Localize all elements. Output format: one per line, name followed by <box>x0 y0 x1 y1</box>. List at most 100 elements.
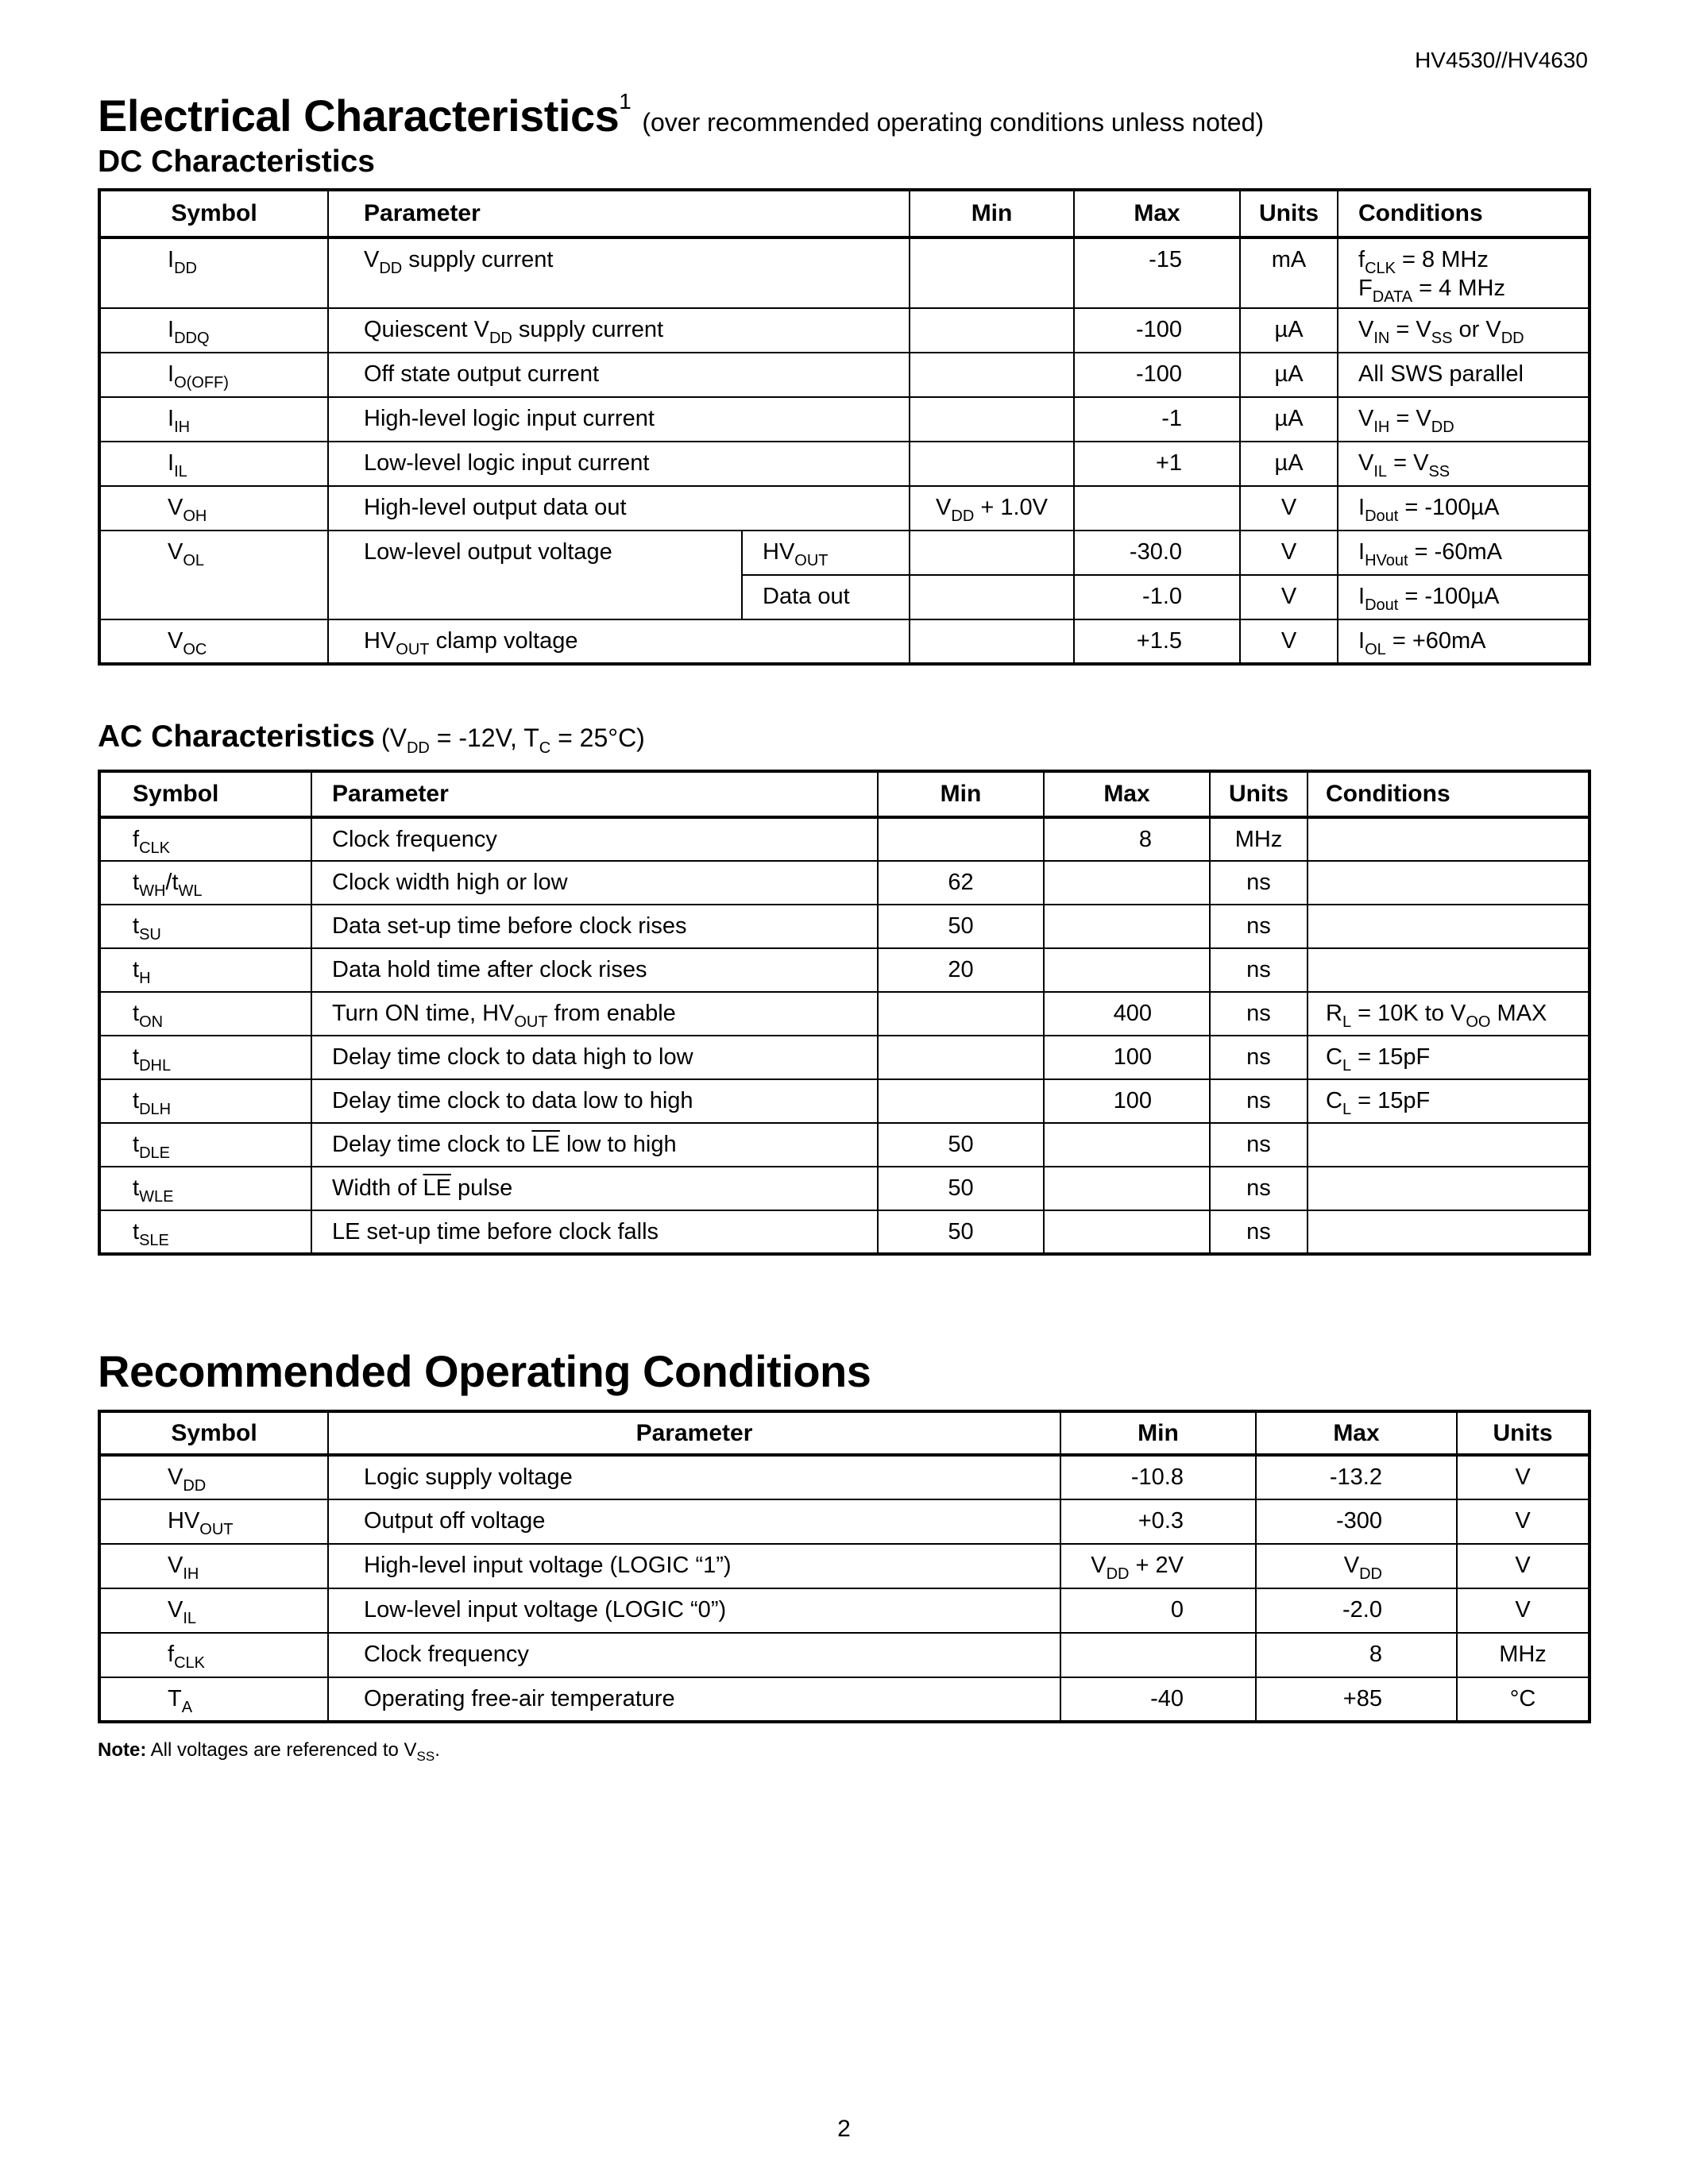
symbol-cell: tDLH <box>98 1078 312 1124</box>
table-row: tH Data hold time after clock rises 20 ns <box>98 947 1590 993</box>
sub-parameter-cell: Data out <box>740 574 911 620</box>
text: t <box>133 870 140 895</box>
conditions-cell: All SWS parallel <box>1337 352 1591 398</box>
document-header: HV4530//HV4630 <box>1415 48 1588 72</box>
text: t <box>133 1132 140 1157</box>
symbol-cell: fCLK <box>98 1632 329 1678</box>
text: = -12V, T <box>429 723 539 752</box>
text: t <box>133 1044 140 1070</box>
table-row: fCLK Clock frequency 8 MHz <box>98 816 1590 862</box>
dc-section-title: DC Characteristics <box>98 145 375 179</box>
ac-characteristics-table: Symbol Parameter Min Max Units Condition… <box>98 770 1591 1256</box>
text: V <box>1358 450 1374 476</box>
text: All SWS parallel <box>1358 361 1524 387</box>
text: MHz <box>1499 1642 1547 1667</box>
conditions-cell <box>1307 816 1590 862</box>
text: HV <box>364 628 396 654</box>
subscript: DD <box>951 507 975 525</box>
units-cell: µA <box>1239 307 1339 353</box>
note-label: Note: <box>98 1739 147 1761</box>
text: 400 <box>1113 1001 1152 1026</box>
footnote: Note: All voltages are referenced to VSS… <box>98 1739 440 1763</box>
symbol-cell: tWH/tWL <box>98 860 312 905</box>
parameter-cell: Output off voltage <box>327 1499 1061 1545</box>
units-cell: MHz <box>1209 816 1308 862</box>
symbol-cell: fCLK <box>98 816 312 862</box>
header-parameter: Parameter <box>327 1410 1061 1456</box>
subscript: IN <box>1373 330 1390 347</box>
text: V <box>1343 1553 1360 1578</box>
text: = V <box>1387 450 1429 476</box>
symbol-cell: VOC <box>98 619 329 665</box>
conditions-cell <box>1307 947 1590 993</box>
subscript: DD <box>1106 1565 1130 1583</box>
rec-section-title: Recommended Operating Conditions <box>98 1346 871 1396</box>
header-min: Min <box>1060 1410 1257 1456</box>
text: t <box>133 1001 140 1026</box>
symbol-cell: HVOUT <box>98 1499 329 1545</box>
conditions-cell: VIN = VSS or VDD <box>1337 307 1591 353</box>
text: MHz <box>1234 827 1283 852</box>
subscript: WL <box>178 882 203 900</box>
text: ns <box>1246 1219 1271 1244</box>
text: pulse <box>450 1175 513 1201</box>
text: from enable <box>547 1001 676 1026</box>
table-header-row: Symbol Parameter Min Max Units Condition… <box>98 189 1591 238</box>
units-cell: °C <box>1456 1677 1590 1723</box>
subscript: DD <box>379 260 403 277</box>
text: Width of <box>332 1175 423 1201</box>
units-cell: ns <box>1209 904 1308 949</box>
text: High-level input voltage (LOGIC “1”) <box>364 1553 732 1578</box>
text: 8 <box>1138 827 1152 852</box>
units-cell: V <box>1456 1454 1590 1500</box>
header-conditions: Conditions <box>1337 189 1591 238</box>
text: V <box>168 495 183 520</box>
header-max: Max <box>1255 1410 1458 1456</box>
text: T <box>168 1686 182 1711</box>
text: t <box>133 1219 140 1244</box>
units-cell: V <box>1239 619 1339 665</box>
units-cell: MHz <box>1456 1632 1590 1678</box>
subscript: DD <box>406 739 430 757</box>
min-cell <box>909 396 1076 442</box>
parameter-cell: Off state output current <box>326 352 911 398</box>
conditions-cell <box>1307 1210 1590 1255</box>
text: 100 <box>1113 1044 1152 1070</box>
text: low to high <box>559 1132 677 1157</box>
max-cell: -1.0 <box>1073 574 1242 620</box>
table-row: tSU Data set-up time before clock rises 50… <box>98 904 1590 949</box>
parameter-cell: Width of LE pulse <box>311 1166 879 1211</box>
text: -13.2 <box>1329 1464 1382 1490</box>
min-cell <box>877 1035 1045 1080</box>
text: = 15pF <box>1351 1044 1431 1070</box>
subscript: C <box>539 739 551 757</box>
units-cell: V <box>1239 530 1339 576</box>
subscript: WLE <box>139 1188 174 1206</box>
text: µA <box>1274 317 1304 342</box>
symbol-cell: tSLE <box>98 1210 312 1255</box>
text: t <box>133 913 140 939</box>
text: = 10K to V <box>1351 1001 1466 1026</box>
text: °C <box>1509 1686 1536 1711</box>
symbol-cell: tWLE <box>98 1166 312 1211</box>
text: V <box>1515 1597 1531 1623</box>
text: + 1.0V <box>974 495 1048 520</box>
text: 50 <box>948 1132 974 1157</box>
text: V <box>168 628 183 654</box>
title-qualifier: (over recommended operating conditions u… <box>642 108 1265 137</box>
units-cell: µA <box>1239 396 1339 442</box>
text: C <box>1326 1044 1342 1070</box>
max-cell <box>1043 1122 1211 1167</box>
text: ns <box>1246 1132 1271 1157</box>
units-cell: µA <box>1239 352 1339 398</box>
text: I <box>1358 495 1365 520</box>
max-cell <box>1043 1210 1211 1255</box>
max-cell: 100 <box>1043 1078 1211 1124</box>
table-row: TA Operating free-air temperature -40 +85 °C <box>98 1677 1590 1723</box>
recommended-operating-conditions-table: Symbol Parameter Min Max Units VDD Logic … <box>98 1410 1591 1723</box>
text: t <box>133 1175 140 1201</box>
parameter-cell: Clock frequency <box>311 816 879 862</box>
units-cell: V <box>1239 485 1339 531</box>
header-units: Units <box>1239 189 1339 238</box>
text: ns <box>1246 1001 1271 1026</box>
